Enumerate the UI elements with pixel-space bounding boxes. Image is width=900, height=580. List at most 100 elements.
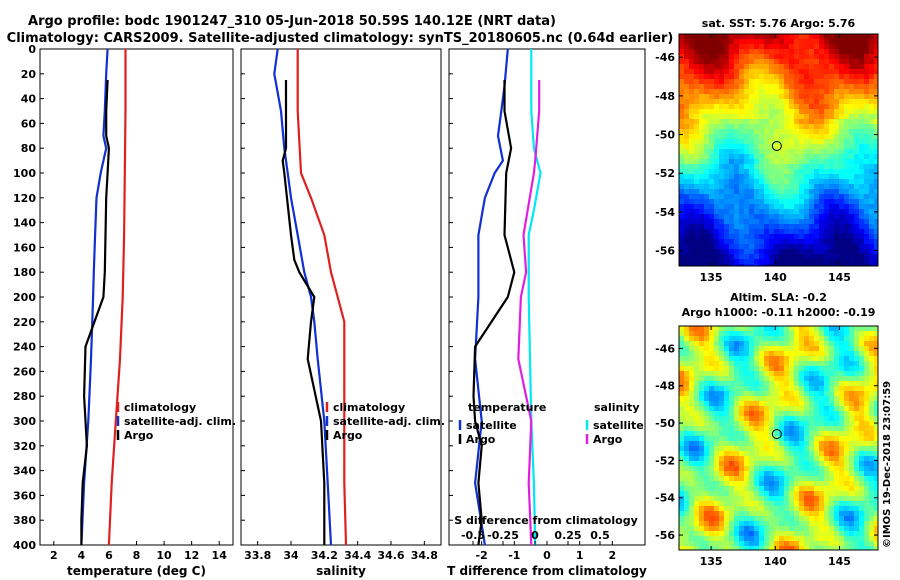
heatmap-cell [699,521,704,526]
heatmap-cell [844,541,849,546]
heatmap-cell [809,326,814,331]
heatmap-cell [874,239,878,244]
y-tick-label: 160 [13,241,36,254]
heatmap-cell [774,229,779,234]
heatmap-cell [689,189,694,194]
heatmap-cell [689,109,694,114]
heatmap-cell [764,189,769,194]
heatmap-cell [794,526,799,531]
heatmap-cell [869,164,874,169]
heatmap-cell [754,54,759,59]
heatmap-cell [839,376,844,381]
heatmap-cell [764,471,769,476]
heatmap-cell [834,331,839,336]
heatmap-cell [739,421,744,426]
heatmap-cell [774,531,779,536]
heatmap-cell [729,471,734,476]
heatmap-cell [829,421,834,426]
heatmap-cell [774,59,779,64]
heatmap-cell [689,229,694,234]
heatmap-cell [709,361,714,366]
heatmap-cell [749,139,754,144]
heatmap-cell [784,421,789,426]
heatmap-cell [834,396,839,401]
heatmap-cell [834,159,839,164]
heatmap-cell [839,54,844,59]
heatmap-cell [799,496,804,501]
heatmap-cell [799,54,804,59]
heatmap-cell [794,74,799,79]
heatmap-cell [744,229,749,234]
heatmap-cell [784,406,789,411]
heatmap-cell [689,249,694,254]
heatmap-cell [874,49,878,54]
heatmap-cell [679,426,684,431]
heatmap-cell [784,219,789,224]
heatmap-cell [794,486,799,491]
heatmap-cell [729,139,734,144]
heatmap-cell [864,194,869,199]
heatmap-cell [754,164,759,169]
heatmap-cell [834,129,839,134]
heatmap-cell [679,496,684,501]
heatmap-cell [714,366,719,371]
heatmap-cell [809,346,814,351]
heatmap-cell [774,431,779,436]
heatmap-cell [749,114,754,119]
heatmap-cell [679,49,684,54]
heatmap-cell [869,401,874,406]
heatmap-cell [794,124,799,129]
heatmap-cell [869,109,874,114]
heatmap-cell [689,446,694,451]
heatmap-cell [819,406,824,411]
heatmap-cell [699,441,704,446]
heatmap-cell [694,264,699,266]
heatmap-cell [729,386,734,391]
heatmap-cell [769,109,774,114]
heatmap-cell [869,336,874,341]
heatmap-cell [874,74,878,79]
heatmap-cell [864,531,869,536]
heatmap-cell [874,456,878,461]
heatmap-cell [769,239,774,244]
legend-label: satellite [466,419,517,432]
heatmap-cell [799,336,804,341]
heatmap-cell [834,224,839,229]
heatmap-cell [709,451,714,456]
heatmap-cell [739,169,744,174]
heatmap-cell [694,526,699,531]
figure-title-line2: Climatology: CARS2009. Satellite-adjuste… [7,31,674,46]
heatmap-cell [859,451,864,456]
heatmap-cell [824,254,829,259]
heatmap-cell [719,386,724,391]
heatmap-cell [779,69,784,74]
heatmap-cell [794,109,799,114]
heatmap-cell [874,476,878,481]
heatmap-cell [834,109,839,114]
heatmap-cell [754,351,759,356]
heatmap-cell [819,254,824,259]
heatmap-cell [749,506,754,511]
heatmap-cell [839,476,844,481]
heatmap-cell [834,336,839,341]
heatmap-cell [699,331,704,336]
heatmap-cell [724,521,729,526]
heatmap-cell [749,371,754,376]
heatmap-cell [834,516,839,521]
heatmap-cell [769,164,774,169]
heatmap-cell [709,249,714,254]
heatmap-cell [764,386,769,391]
heatmap-cell [729,134,734,139]
heatmap-cell [849,416,854,421]
heatmap-cell [859,526,864,531]
heatmap-cell [844,491,849,496]
heatmap-cell [689,341,694,346]
heatmap-cell [854,164,859,169]
heatmap-cell [794,441,799,446]
heatmap-cell [694,179,699,184]
heatmap-cell [719,39,724,44]
heatmap-cell [799,361,804,366]
heatmap-cell [869,341,874,346]
heatmap-cell [874,174,878,179]
heatmap-cell [689,214,694,219]
